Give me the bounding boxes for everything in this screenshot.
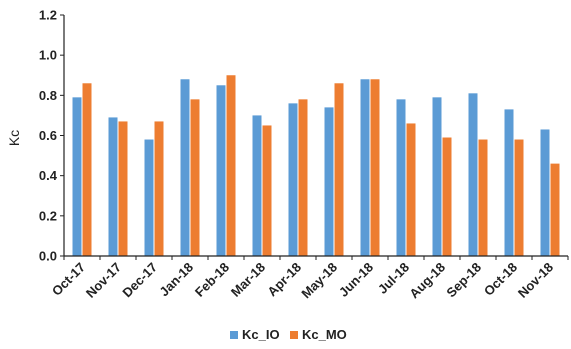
bar-kc-io-jan-18 <box>180 79 190 257</box>
legend-swatch-kc-mo <box>290 331 298 339</box>
bar-kc-mo-nov-18 <box>550 163 560 256</box>
bar-kc-io-mar-18 <box>252 115 262 257</box>
bar-kc-mo-oct-17 <box>82 83 92 257</box>
bar-kc-mo-jul-18 <box>406 123 416 256</box>
x-tick-label: Mar-18 <box>228 260 268 300</box>
x-ticks-group: Oct-17Nov-17Dec-17Jan-18Feb-18Mar-18Apr-… <box>49 256 569 302</box>
y-tick-label: 0.0 <box>39 249 57 264</box>
bar-kc-io-feb-18 <box>216 85 226 257</box>
y-tick-label: 0.4 <box>39 168 58 183</box>
x-tick-label: Oct-17 <box>49 260 88 299</box>
bar-kc-io-aug-18 <box>432 97 442 256</box>
axes-group <box>63 15 568 257</box>
bar-kc-io-jul-18 <box>396 99 406 256</box>
bar-kc-io-sep-18 <box>468 93 478 256</box>
y-tick-label: 1.0 <box>39 48 57 63</box>
bar-kc-mo-feb-18 <box>226 75 236 256</box>
x-tick-label: May-18 <box>298 260 340 302</box>
bar-kc-mo-may-18 <box>334 83 344 257</box>
x-tick-label: Apr-18 <box>264 260 304 300</box>
bar-kc-io-nov-18 <box>540 129 550 256</box>
bar-kc-io-apr-18 <box>288 103 298 256</box>
y-axis-label: Kc <box>6 130 22 146</box>
bar-kc-io-oct-17 <box>72 97 82 256</box>
legend-label-kc-mo: Kc_MO <box>302 327 347 342</box>
x-tick-label: Sep-18 <box>443 260 484 301</box>
bar-kc-io-may-18 <box>324 107 334 256</box>
legend: Kc_IO Kc_MO <box>230 327 347 342</box>
bar-kc-mo-sep-18 <box>478 139 488 256</box>
x-tick-label: Oct-18 <box>481 260 520 299</box>
legend-swatch-kc-io <box>230 331 238 339</box>
bar-kc-io-jun-18 <box>360 79 370 257</box>
bar-kc-mo-apr-18 <box>298 99 308 256</box>
bar-kc-mo-dec-17 <box>154 121 164 256</box>
bar-kc-mo-jun-18 <box>370 79 380 257</box>
y-tick-label: 0.2 <box>39 208 57 223</box>
x-tick-label: Nov-18 <box>515 260 556 301</box>
bar-kc-io-oct-18 <box>504 109 514 257</box>
bar-kc-mo-oct-18 <box>514 139 524 256</box>
legend-label-kc-io: Kc_IO <box>242 327 280 342</box>
bar-kc-mo-aug-18 <box>442 137 452 256</box>
x-tick-label: Jan-18 <box>156 260 196 300</box>
y-tick-label: 0.8 <box>39 88 57 103</box>
y-tick-label: 1.2 <box>39 8 57 23</box>
bars-group <box>72 75 560 257</box>
bar-kc-mo-jan-18 <box>190 99 200 256</box>
x-tick-label: Nov-17 <box>83 260 124 301</box>
x-tick-label: Dec-17 <box>119 260 160 301</box>
bar-kc-mo-nov-17 <box>118 121 128 256</box>
x-tick-label: Jun-18 <box>336 260 376 300</box>
y-ticks-group: 0.0 0.2 0.4 0.6 0.8 1.0 1.2 <box>39 8 64 264</box>
bar-kc-mo-mar-18 <box>262 125 272 256</box>
x-tick-label: Aug-18 <box>406 260 448 302</box>
bar-kc-io-dec-17 <box>144 139 154 256</box>
bar-kc-io-nov-17 <box>108 117 118 256</box>
y-tick-label: 0.6 <box>39 128 57 143</box>
x-tick-label: Feb-18 <box>192 260 232 300</box>
